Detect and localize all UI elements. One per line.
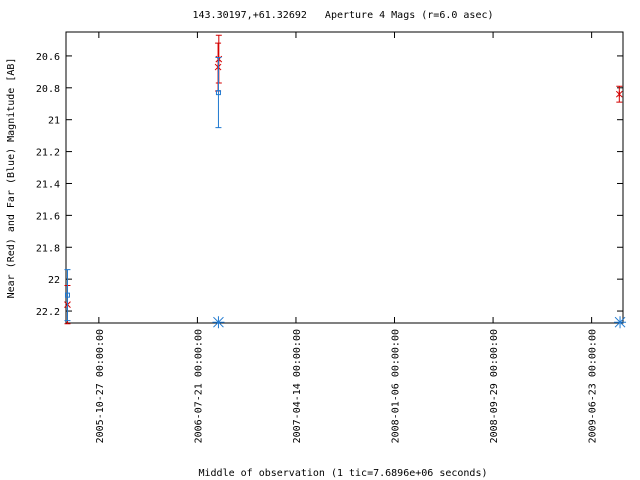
y-tick-label: 21.4 [36, 179, 60, 190]
data-point [215, 90, 221, 96]
error-bar [64, 269, 71, 322]
marker [614, 316, 627, 329]
y-tick-label: 20.6 [36, 52, 60, 63]
data-point [64, 292, 70, 298]
marker [212, 316, 225, 329]
y-tick-label: 22 [48, 275, 60, 286]
x-tick-label: 2008-09-29 00:00:00 [489, 329, 500, 443]
y-tick-label: 21.2 [36, 148, 60, 159]
y-axis-label: Near (Red) and Far (Blue) Magnitude [AB] [6, 58, 17, 299]
error-bar [215, 57, 222, 129]
x-tick-label: 2009-06-23 00:00:00 [588, 329, 599, 443]
y-tick-label: 20.8 [36, 84, 60, 95]
chart-title: 143.30197,+61.32692 Aperture 4 Mags (r=6… [192, 10, 493, 21]
data-point [212, 316, 225, 329]
y-tick-label: 21.8 [36, 243, 60, 254]
marker [64, 292, 70, 298]
y-tick-label: 21.6 [36, 211, 60, 222]
x-axis-label: Middle of observation (1 tic=7.6896e+06 … [199, 468, 488, 479]
data-point [614, 316, 627, 329]
error-bar [616, 85, 623, 103]
x-tick-label: 2006-07-21 00:00:00 [193, 329, 204, 443]
marker [215, 90, 221, 96]
x-tick-label: 2008-01-06 00:00:00 [391, 329, 402, 443]
plot-frame [65, 31, 624, 324]
x-tick-label: 2007-04-14 00:00:00 [292, 329, 303, 443]
x-tick-label: 2005-10-27 00:00:00 [95, 329, 106, 443]
y-tick-label: 22.2 [36, 307, 60, 318]
y-tick-label: 21 [48, 116, 60, 127]
